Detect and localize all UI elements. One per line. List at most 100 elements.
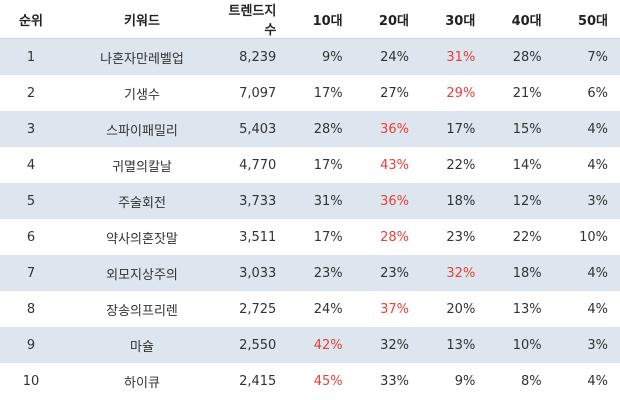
age-20s-cell: 43% (354, 147, 421, 183)
age-20s-cell: 32% (354, 327, 421, 363)
age-40s-cell: 15% (487, 111, 554, 147)
rank-cell: 3 (0, 111, 62, 147)
trend-cell: 4,770 (222, 147, 289, 183)
header-row: 순위 키워드 트렌드지수 10대 20대 30대 40대 50대 (0, 0, 620, 39)
table-row: 5 주술회전 3,733 31% 36% 18% 12% 3% (0, 183, 620, 219)
rank-cell: 9 (0, 327, 62, 363)
trend-cell: 2,725 (222, 291, 289, 327)
keyword-cell: 마슐 (62, 327, 222, 363)
age-10s-cell: 31% (288, 183, 355, 219)
age-20s-cell: 23% (354, 255, 421, 291)
age-50s-cell: 4% (553, 147, 620, 183)
rank-cell: 4 (0, 147, 62, 183)
age-30s-cell: 17% (420, 111, 488, 147)
age-10s-cell: 17% (288, 75, 355, 111)
age-10s-cell: 28% (288, 111, 355, 147)
age-50s-cell: 4% (553, 111, 620, 147)
table-row: 10 하이큐 2,415 45% 33% 9% 8% 4% (0, 363, 620, 399)
age-50s-cell: 4% (553, 291, 620, 327)
keyword-cell: 귀멸의칼날 (62, 147, 222, 183)
age-50s-cell: 10% (553, 219, 620, 255)
age-10s-cell: 17% (288, 219, 355, 255)
age-30s-cell: 32% (420, 255, 488, 291)
age-30s-cell: 22% (420, 147, 488, 183)
header-age-50s: 50대 (553, 0, 620, 39)
age-50s-cell: 3% (553, 183, 620, 219)
age-40s-cell: 22% (487, 219, 554, 255)
age-50s-cell: 6% (553, 75, 620, 111)
header-rank: 순위 (0, 0, 62, 39)
header-age-20s: 20대 (354, 0, 421, 39)
trend-cell: 7,097 (222, 75, 289, 111)
age-10s-cell: 9% (288, 38, 355, 75)
age-20s-cell: 33% (354, 363, 421, 399)
age-10s-cell: 17% (288, 147, 355, 183)
age-40s-cell: 8% (487, 363, 554, 399)
header-age-40s: 40대 (487, 0, 554, 39)
age-50s-cell: 4% (553, 255, 620, 291)
age-40s-cell: 12% (487, 183, 554, 219)
keyword-cell: 스파이패밀리 (62, 111, 222, 147)
table-row: 6 약사의혼잣말 3,511 17% 28% 23% 22% 10% (0, 219, 620, 255)
age-10s-cell: 23% (288, 255, 355, 291)
header-keyword: 키워드 (62, 0, 222, 39)
age-40s-cell: 13% (487, 291, 554, 327)
trend-cell: 3,033 (222, 255, 289, 291)
age-40s-cell: 14% (487, 147, 554, 183)
age-20s-cell: 36% (354, 111, 421, 147)
header-trend-index: 트렌드지수 (222, 0, 289, 39)
age-10s-cell: 42% (288, 327, 355, 363)
keyword-cell: 장송의프리렌 (62, 291, 222, 327)
rank-cell: 1 (0, 38, 62, 75)
rank-cell: 2 (0, 75, 62, 111)
age-40s-cell: 28% (487, 38, 554, 75)
age-40s-cell: 21% (487, 75, 554, 111)
rank-cell: 6 (0, 219, 62, 255)
age-30s-cell: 29% (420, 75, 488, 111)
table-row: 8 장송의프리렌 2,725 24% 37% 20% 13% 4% (0, 291, 620, 327)
age-30s-cell: 13% (420, 327, 488, 363)
table-row: 9 마슐 2,550 42% 32% 13% 10% 3% (0, 327, 620, 363)
rank-cell: 8 (0, 291, 62, 327)
header-age-10s: 10대 (288, 0, 355, 39)
age-20s-cell: 24% (354, 38, 421, 75)
table-row: 3 스파이패밀리 5,403 28% 36% 17% 15% 4% (0, 111, 620, 147)
age-40s-cell: 18% (487, 255, 554, 291)
age-20s-cell: 37% (354, 291, 421, 327)
table-row: 2 기생수 7,097 17% 27% 29% 21% 6% (0, 75, 620, 111)
trend-cell: 3,733 (222, 183, 289, 219)
age-30s-cell: 9% (420, 363, 488, 399)
keyword-cell: 주술회전 (62, 183, 222, 219)
age-10s-cell: 24% (288, 291, 355, 327)
keyword-cell: 나혼자만레벨업 (62, 38, 222, 75)
rank-cell: 5 (0, 183, 62, 219)
age-30s-cell: 18% (420, 183, 488, 219)
trend-cell: 8,239 (222, 38, 289, 75)
table-row: 1 나혼자만레벨업 8,239 9% 24% 31% 28% 7% (0, 38, 620, 75)
age-50s-cell: 7% (553, 38, 620, 75)
age-50s-cell: 3% (553, 327, 620, 363)
age-50s-cell: 4% (553, 363, 620, 399)
age-40s-cell: 10% (487, 327, 554, 363)
keyword-cell: 하이큐 (62, 363, 222, 399)
rank-cell: 7 (0, 255, 62, 291)
age-10s-cell: 45% (288, 363, 355, 399)
trend-cell: 3,511 (222, 219, 289, 255)
table-row: 7 외모지상주의 3,033 23% 23% 32% 18% 4% (0, 255, 620, 291)
age-30s-cell: 20% (420, 291, 488, 327)
age-20s-cell: 36% (354, 183, 421, 219)
keyword-cell: 기생수 (62, 75, 222, 111)
trend-cell: 2,550 (222, 327, 289, 363)
age-30s-cell: 23% (420, 219, 488, 255)
rank-cell: 10 (0, 363, 62, 399)
keyword-cell: 외모지상주의 (62, 255, 222, 291)
age-20s-cell: 27% (354, 75, 421, 111)
trend-cell: 2,415 (222, 363, 289, 399)
table-body: 1 나혼자만레벨업 8,239 9% 24% 31% 28% 7% 2 기생수 … (0, 38, 620, 399)
trend-cell: 5,403 (222, 111, 289, 147)
keyword-cell: 약사의혼잣말 (62, 219, 222, 255)
age-30s-cell: 31% (420, 38, 488, 75)
table-row: 4 귀멸의칼날 4,770 17% 43% 22% 14% 4% (0, 147, 620, 183)
header-age-30s: 30대 (420, 0, 488, 39)
